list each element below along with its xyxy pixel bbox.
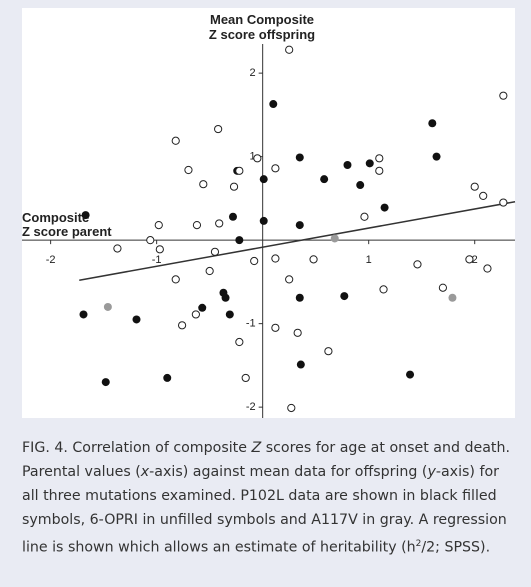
data-point [470,182,479,191]
y-tick-label: 1 [250,151,256,163]
caption-text: Z [251,440,262,456]
caption-text: /2; SPSS). [421,539,491,556]
x-axis-title: Z score parent [22,224,112,239]
data-point [235,166,244,175]
y-tick-label: -2 [246,401,256,413]
data-point [192,221,202,230]
data-point [375,154,384,163]
data-point [228,212,237,221]
data-point [198,303,207,312]
y-tick-label: -1 [246,318,256,330]
data-point [296,360,305,369]
data-point [184,165,193,175]
caption-text: -axis) against mean data for offspring ( [149,464,428,480]
data-point [479,191,488,200]
caption-text: scores for age at onset and death. Paren… [22,440,511,480]
data-point [81,211,90,220]
caption-text: -axis) for all three mutations examined.… [22,464,507,556]
data-point [79,310,88,319]
x-tick-label: -2 [46,254,56,266]
data-point [330,234,339,243]
data-point [465,255,474,264]
data-point [295,293,304,302]
data-point [146,236,155,245]
data-point [241,373,250,383]
data-point [235,337,244,347]
data-point [221,293,230,302]
data-point [259,175,268,184]
data-point [320,175,329,184]
y-tick-label: 2 [250,67,256,79]
data-point [132,315,141,324]
data-point [271,164,280,173]
regression-line [79,200,516,281]
data-point [438,283,448,292]
data-point [253,154,262,163]
data-point [413,260,422,269]
data-point [171,275,180,284]
data-point [285,45,294,54]
data-point [324,347,333,356]
caption: FIG. 4. Correlation of composite Z score… [22,436,516,560]
data-point [483,264,492,273]
data-point [210,247,220,256]
data-point [343,160,352,169]
data-point [448,293,457,302]
data-point [259,216,268,225]
x-tick-label: 1 [366,254,372,266]
data-point [235,236,244,245]
data-point [380,203,389,212]
data-point [171,136,180,145]
data-point [295,221,304,230]
y-axis-title: Mean Composite [210,12,314,27]
caption-text: 2 [415,539,422,549]
data-point [285,275,294,284]
data-point [432,152,441,161]
data-point [406,370,415,379]
data-point [365,159,374,168]
data-point [428,119,437,128]
data-point [309,255,318,264]
x-tick-label: -1 [152,254,162,266]
data-point [271,323,280,332]
data-point [229,182,239,191]
data-point [113,244,122,253]
data-point [293,328,302,337]
data-point [225,310,234,319]
data-point [163,373,172,382]
data-point [215,219,224,228]
data-point [199,180,208,189]
data-point [271,254,280,263]
data-point [340,292,349,301]
x-tick-label: 2 [472,254,478,266]
data-point [214,124,223,134]
data-point [499,91,508,100]
data-point [250,256,259,266]
data-point [155,245,164,254]
data-point [360,212,369,221]
data-point [103,302,112,311]
data-point [287,403,296,413]
plot-area [22,8,515,418]
caption-text: FIG. 4. Correlation of composite [22,440,252,456]
data-point [375,166,384,175]
caption-text: y [427,464,436,480]
data-point [205,266,214,276]
data-point [269,100,278,109]
y-axis-title: Z score offspring [209,27,315,42]
data-point [177,321,187,330]
data-point [356,181,365,190]
data-point [295,153,304,162]
chart: Mean Composite Z score offspring Composi… [22,8,516,418]
x-axis-title: Composite [22,210,89,225]
data-point [379,285,388,294]
data-point [101,378,110,387]
data-point [191,310,200,319]
data-point [154,221,163,230]
data-point [499,198,508,207]
caption-text: x [140,464,150,480]
